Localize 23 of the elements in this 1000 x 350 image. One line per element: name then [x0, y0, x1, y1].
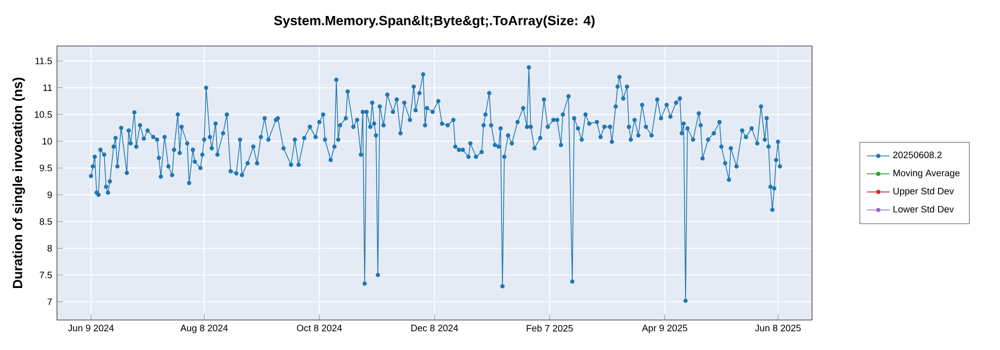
y-tick-label: 10.5: [34, 111, 52, 118]
chart-title: System.Memory.Span&lt;Byte&gt;.ToArray(Size: 4): [274, 15, 595, 28]
y-tick-label: 8.5: [40, 218, 52, 225]
y-tick-label: 7.5: [40, 272, 52, 278]
y-tick-label: 11: [43, 84, 52, 91]
x-tick-label: Oct 8 2024: [296, 324, 342, 332]
x-tick-label: Apr 9 2025: [642, 324, 688, 334]
x-tick-label: Aug 8 2024: [180, 324, 228, 334]
legend-label: Upper Std Dev: [893, 188, 954, 196]
x-tick-label: Jun 9 2024: [68, 324, 114, 332]
x-tick-label: Feb 7 2025: [526, 324, 573, 332]
y-tick-label: 9.5: [40, 164, 52, 172]
y-tick-label: 11.5: [36, 58, 52, 64]
y-tick-label: 8: [47, 245, 52, 252]
x-tick-label: Dec 8 2024: [411, 324, 458, 332]
y-axis-title: Duration of single invocation (ns): [12, 78, 25, 288]
legend-label: Moving Average: [894, 169, 960, 178]
legend-label: Lower Std Dev: [894, 206, 954, 212]
x-tick-label: Jun 8 2025: [755, 324, 801, 332]
y-tick-label: 10: [42, 138, 52, 145]
y-tick-label: 9: [48, 191, 52, 198]
legend-label: 20250608.2: [893, 152, 942, 158]
y-tick-label: 7: [48, 298, 52, 306]
